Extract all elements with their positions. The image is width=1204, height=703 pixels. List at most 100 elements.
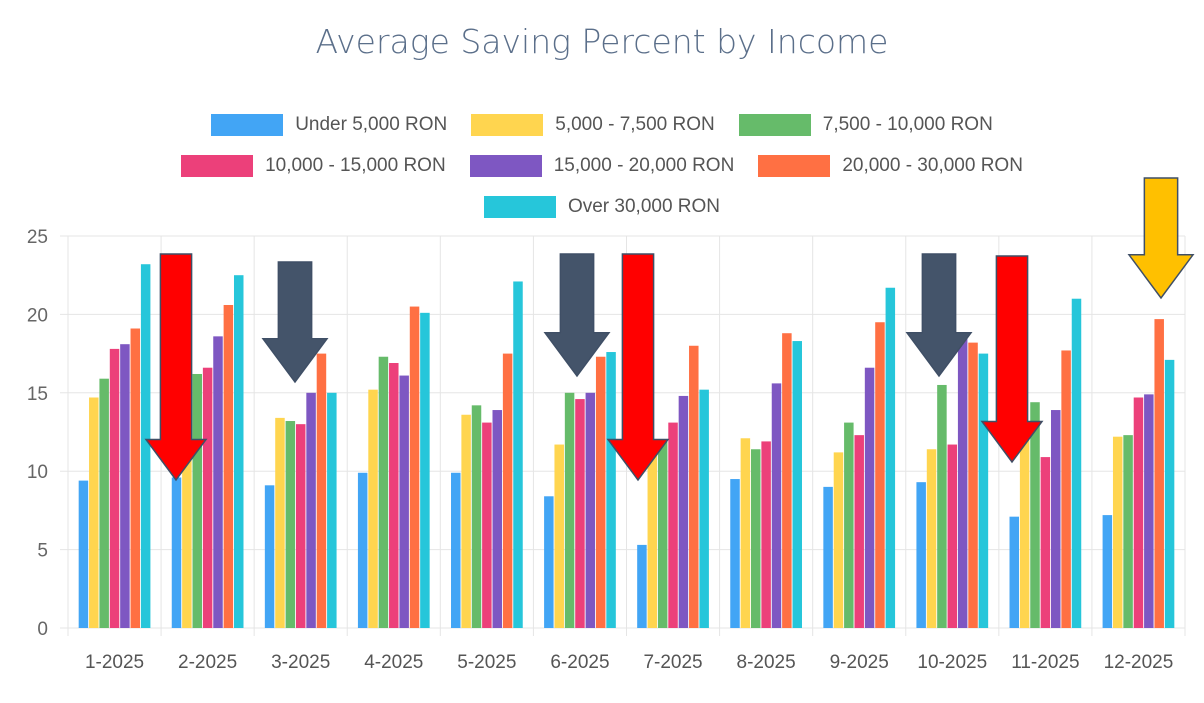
x-tick-label: 4-2025 [364, 652, 423, 673]
bar [171, 477, 182, 628]
bar [657, 441, 668, 628]
bar [140, 264, 151, 628]
bar [885, 287, 896, 628]
bar [1144, 394, 1154, 628]
bar [647, 439, 658, 628]
legend-label: 5,000 - 7,500 RON [555, 114, 715, 135]
bar [968, 342, 978, 628]
legend-label: 15,000 - 20,000 RON [553, 155, 735, 176]
legend-item[interactable]: 7,500 - 10,000 RON [738, 114, 993, 136]
bar [89, 397, 99, 628]
annotation-arrow-down-icon [261, 261, 329, 384]
bar [564, 392, 575, 628]
x-tick-label: 9-2025 [830, 652, 889, 673]
bar [947, 444, 958, 628]
bar [399, 375, 409, 628]
legend: Under 5,000 RON 5,000 - 7,500 RON 7,500 - … [0, 112, 1204, 235]
bar [761, 441, 771, 628]
annotation-arrow-down-icon [905, 253, 973, 378]
bar [1112, 436, 1123, 628]
bar [771, 383, 782, 628]
legend-swatch [758, 155, 831, 177]
bar [78, 480, 89, 628]
bar [502, 353, 513, 628]
bar [554, 444, 564, 628]
bar [844, 422, 854, 628]
bar [389, 363, 399, 628]
bar [854, 435, 864, 628]
chart-title: Average Saving Percent by Income [315, 22, 889, 61]
bar [926, 449, 937, 628]
bar [202, 367, 213, 628]
x-tick-label: 12-2025 [1104, 652, 1174, 673]
legend-item[interactable]: 15,000 - 20,000 RON [469, 155, 735, 177]
bar [327, 392, 337, 628]
bar [492, 410, 502, 628]
bar [451, 472, 461, 628]
bar [213, 336, 223, 628]
bar [306, 392, 316, 628]
bar [461, 414, 471, 628]
bar [606, 352, 616, 628]
bar [233, 275, 244, 628]
bar [120, 344, 130, 628]
bar [875, 322, 885, 628]
legend-label: Under 5,000 RON [295, 114, 448, 135]
legend-label: 10,000 - 15,000 RON [265, 155, 446, 176]
legend-item[interactable]: Under 5,000 RON [211, 114, 447, 136]
y-tick-label: 5 [37, 541, 48, 562]
bar [316, 353, 327, 628]
bar [575, 399, 585, 628]
legend-label: 7,500 - 10,000 RON [822, 114, 993, 135]
legend-item[interactable]: 5,000 - 7,500 RON [471, 114, 715, 136]
x-tick-label: 11-2025 [1011, 652, 1079, 673]
bar [1071, 298, 1082, 628]
legend-label: 20,000 - 30,000 RON [842, 155, 1023, 176]
bar [420, 312, 430, 628]
bar [595, 356, 606, 628]
bar [130, 328, 141, 628]
bar [275, 417, 285, 628]
x-tick-label: 2-2025 [178, 652, 237, 673]
legend-swatch [483, 196, 556, 218]
x-tick-label: 8-2025 [737, 652, 796, 673]
bar [1164, 359, 1175, 628]
bar [1050, 410, 1061, 628]
legend-item[interactable]: 20,000 - 30,000 RON [758, 155, 1023, 177]
bar [833, 452, 844, 628]
x-tick-label: 10-2025 [917, 652, 987, 673]
bar [678, 395, 689, 628]
bar [1123, 435, 1133, 628]
x-tick-label: 7-2025 [643, 652, 702, 673]
bar [1040, 457, 1051, 628]
bar [937, 384, 947, 628]
bar [1019, 439, 1030, 628]
legend-item[interactable]: Over 30,000 RON [483, 196, 720, 218]
bar [264, 485, 275, 628]
y-tick-label: 20 [27, 305, 48, 326]
x-tick-label: 1-2025 [85, 652, 144, 673]
bar [285, 421, 296, 628]
bar [99, 378, 109, 628]
bar [182, 408, 192, 628]
annotation-arrow-down-icon [144, 253, 208, 482]
x-tick-label: 6-2025 [550, 652, 609, 673]
annotation-arrow-down-icon [1127, 177, 1195, 300]
legend-swatch [211, 114, 284, 136]
annotation-arrow-down-icon [980, 255, 1044, 464]
bar [1061, 350, 1071, 628]
legend-swatch [181, 155, 254, 177]
x-tick-label: 3-2025 [271, 652, 330, 673]
bar [1154, 319, 1164, 628]
bar [792, 341, 802, 628]
bar [1102, 515, 1113, 628]
bar [978, 353, 989, 628]
legend-swatch [469, 155, 542, 177]
bar [957, 333, 968, 628]
legend-item[interactable]: 10,000 - 15,000 RON [181, 155, 446, 177]
bar [730, 479, 740, 628]
bar [544, 496, 554, 628]
bar [637, 544, 647, 628]
bar [192, 373, 203, 628]
bar [668, 422, 678, 628]
